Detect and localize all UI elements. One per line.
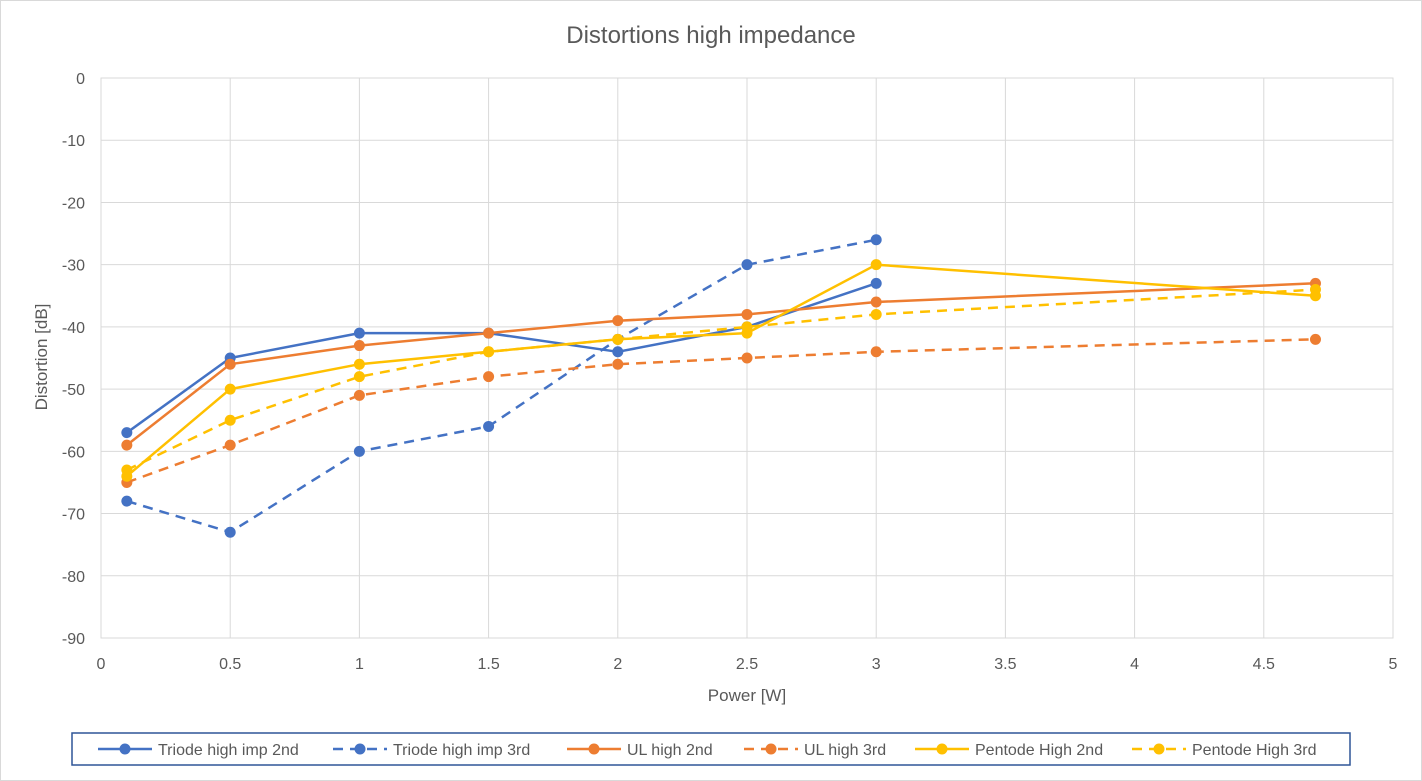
data-point — [483, 420, 495, 432]
y-tick-label: -60 — [62, 444, 85, 461]
legend-item-5: Pentode High 2nd — [915, 742, 1103, 759]
legend-marker — [1153, 743, 1165, 755]
data-point — [483, 327, 495, 339]
x-tick-label: 3.5 — [994, 656, 1016, 673]
x-tick-label: 1 — [355, 656, 364, 673]
y-tick-label: 0 — [76, 71, 85, 88]
y-tick-label: -20 — [62, 195, 85, 212]
data-point — [870, 308, 882, 320]
legend-label: Triode high imp 2nd — [158, 742, 299, 759]
data-point — [870, 234, 882, 246]
data-point — [1309, 284, 1321, 296]
x-tick-label: 1.5 — [477, 656, 499, 673]
legend-marker — [354, 743, 366, 755]
y-tick-label: -30 — [62, 258, 85, 275]
data-point — [612, 333, 624, 345]
legend-item-3: UL high 2nd — [567, 742, 713, 759]
data-point — [741, 352, 753, 364]
data-point — [224, 358, 236, 370]
legend-label: UL high 2nd — [627, 742, 713, 759]
legend-marker — [119, 743, 131, 755]
legend-item-4: UL high 3rd — [744, 742, 886, 759]
data-point — [224, 414, 236, 426]
y-tick-label: -80 — [62, 569, 85, 586]
data-point — [870, 346, 882, 358]
series-5 — [121, 259, 1321, 482]
data-point — [121, 495, 133, 507]
series-4 — [121, 333, 1321, 488]
data-point — [483, 346, 495, 358]
data-point — [353, 327, 365, 339]
y-tick-label: -40 — [62, 320, 85, 337]
x-tick-label: 0 — [97, 656, 106, 673]
x-tick-label: 0.5 — [219, 656, 241, 673]
chart-title: Distortions high impedance — [566, 22, 856, 49]
data-point — [353, 358, 365, 370]
series-1 — [121, 277, 882, 439]
data-point — [121, 439, 133, 451]
data-point — [353, 389, 365, 401]
legend-label: UL high 3rd — [804, 742, 886, 759]
legend-label: Pentode High 3rd — [1192, 742, 1317, 759]
x-axis-label: Power [W] — [708, 686, 786, 705]
series-line — [126, 282, 1316, 447]
x-tick-label: 4.5 — [1253, 656, 1275, 673]
data-point — [612, 315, 624, 327]
legend-marker — [765, 743, 777, 755]
data-point — [353, 445, 365, 457]
legend: Triode high imp 2nd Triode high imp 3rd UL… — [98, 742, 1317, 759]
data-point — [121, 427, 133, 439]
data-point — [741, 321, 753, 333]
data-point — [612, 358, 624, 370]
x-tick-label: 5 — [1389, 656, 1398, 673]
legend-label: Triode high imp 3rd — [393, 742, 530, 759]
x-tick-label: 3 — [872, 656, 881, 673]
y-tick-label: -50 — [62, 382, 85, 399]
data-point — [870, 259, 882, 271]
data-point — [224, 526, 236, 538]
x-tick-label: 2 — [613, 656, 622, 673]
gridlines — [100, 77, 1394, 639]
y-tick-label: -90 — [62, 631, 85, 648]
data-point — [1309, 333, 1321, 345]
data-point — [224, 439, 236, 451]
data-point — [121, 464, 133, 476]
series-line — [126, 338, 1316, 484]
series-layer — [121, 234, 1321, 538]
series-6 — [121, 284, 1321, 476]
series-line — [126, 238, 877, 534]
x-tick-label: 2.5 — [736, 656, 758, 673]
data-point — [353, 371, 365, 383]
series-2 — [121, 234, 882, 538]
series-3 — [121, 277, 1321, 451]
y-tick-label: -10 — [62, 133, 85, 150]
y-tick-label: -70 — [62, 507, 85, 524]
legend-item-1: Triode high imp 2nd — [98, 742, 299, 759]
data-point — [870, 277, 882, 289]
y-axis-label: Distortion [dB] — [32, 304, 51, 411]
x-tick-label: 4 — [1130, 656, 1139, 673]
data-point — [224, 383, 236, 395]
x-axis-ticks: 0 0.5 1 1.5 2 2.5 3 3.5 4 4.5 5 — [97, 656, 1398, 673]
legend-marker — [588, 743, 600, 755]
data-point — [741, 259, 753, 271]
data-point — [353, 340, 365, 352]
series-line — [126, 288, 1316, 472]
legend-item-2: Triode high imp 3rd — [333, 742, 530, 759]
data-point — [870, 296, 882, 308]
y-axis-ticks: 0 -10 -20 -30 -40 -50 -60 -70 -80 -90 — [62, 71, 85, 648]
data-point — [612, 346, 624, 358]
series-line — [125, 263, 1316, 478]
data-point — [741, 308, 753, 320]
legend-marker — [936, 743, 948, 755]
plot-area — [100, 77, 1394, 639]
data-point — [483, 371, 495, 383]
legend-label: Pentode High 2nd — [975, 742, 1103, 759]
legend-item-6: Pentode High 3rd — [1132, 742, 1317, 759]
